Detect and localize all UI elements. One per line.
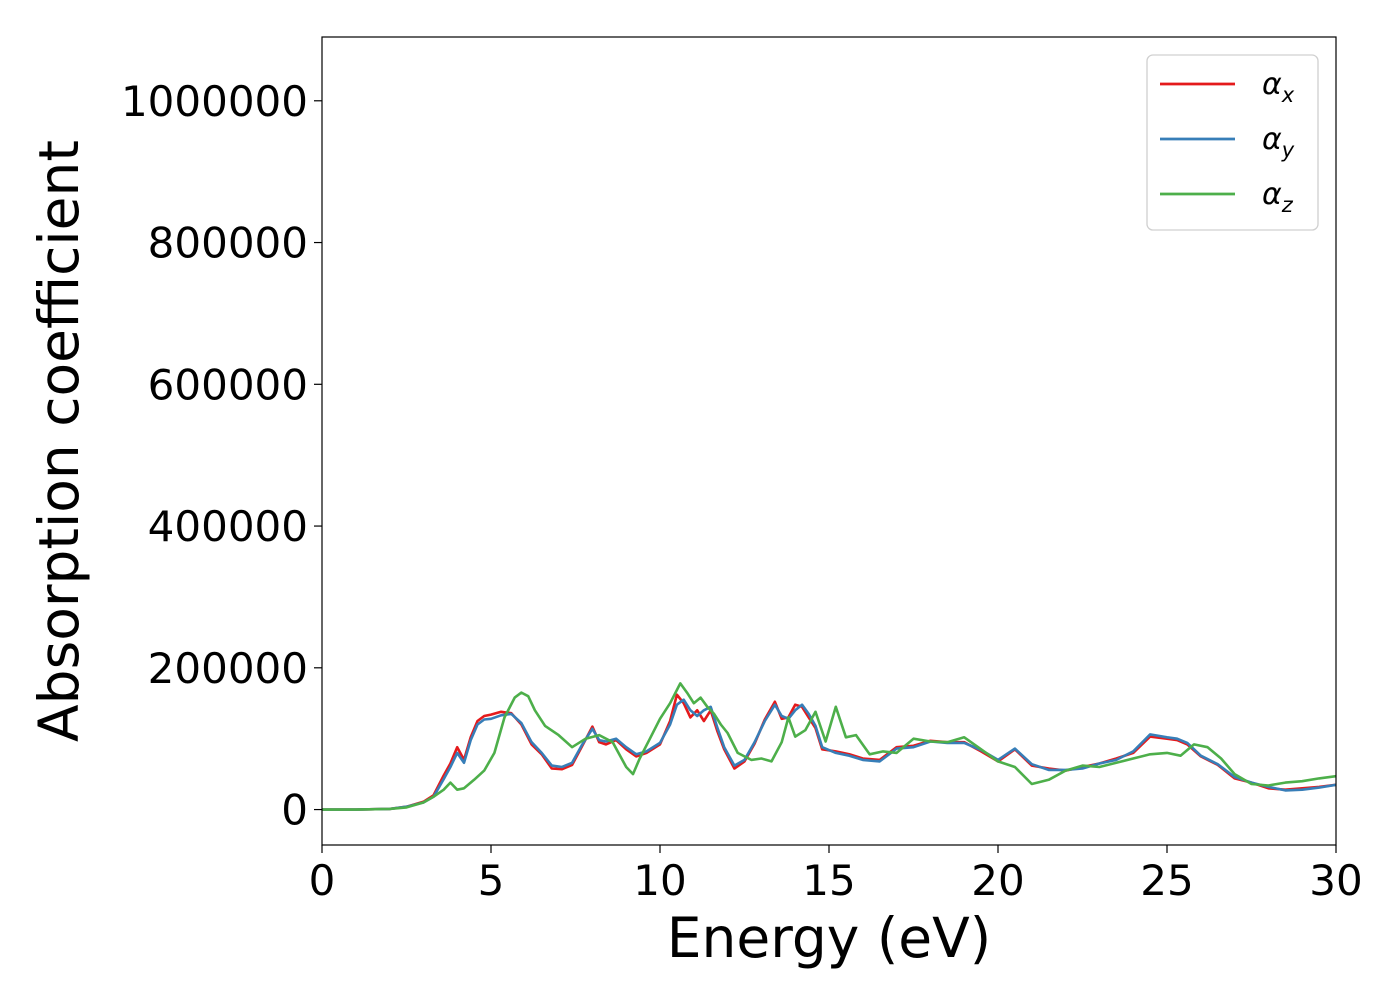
y-axis-ticks: 0 200000 400000 600000 800000 1000000 xyxy=(121,77,322,835)
series-lines xyxy=(322,682,1336,811)
y-tick-label: 800000 xyxy=(148,219,308,268)
x-axis-title: Energy (eV) xyxy=(667,906,991,970)
series-line-z xyxy=(322,682,1336,811)
legend-label: αy xyxy=(1262,122,1295,162)
y-tick-label: 400000 xyxy=(148,502,308,551)
legend-item-z: αz xyxy=(1160,177,1294,217)
x-tick-label: 5 xyxy=(478,856,505,905)
legend-item-y: αy xyxy=(1160,122,1295,162)
y-tick-label: 200000 xyxy=(148,644,308,693)
series-line-y xyxy=(322,698,1336,811)
legend: αx αy αz xyxy=(1146,54,1319,231)
legend-label: αx xyxy=(1262,67,1295,107)
x-tick-label: 30 xyxy=(1309,856,1362,905)
x-tick-label: 0 xyxy=(309,856,336,905)
x-tick-label: 20 xyxy=(971,856,1024,905)
y-tick-label: 0 xyxy=(281,786,308,835)
y-tick-label: 1000000 xyxy=(121,77,308,126)
x-tick-label: 25 xyxy=(1140,856,1193,905)
x-tick-label: 15 xyxy=(802,856,855,905)
y-axis-title: Absorption coefficient xyxy=(27,140,91,742)
x-axis-ticks: 0 5 10 15 20 25 30 xyxy=(309,845,1363,905)
legend-item-x: αx xyxy=(1160,67,1295,107)
x-tick-label: 10 xyxy=(633,856,686,905)
legend-box xyxy=(1146,54,1319,231)
y-tick-label: 600000 xyxy=(148,360,308,409)
legend-label: αz xyxy=(1262,177,1294,217)
